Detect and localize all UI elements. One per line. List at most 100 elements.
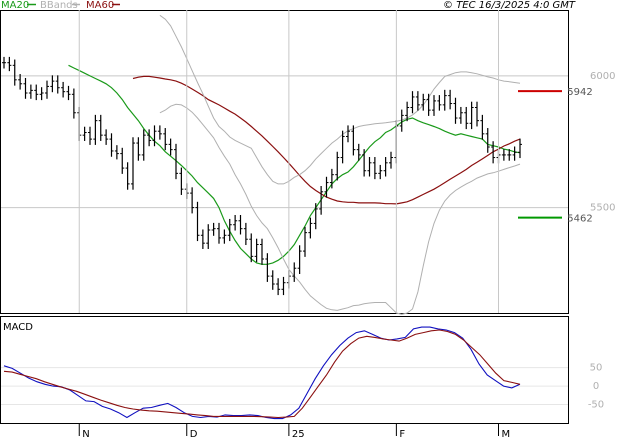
x-tick-label: N [82,429,89,440]
ma20-line [68,64,521,265]
ohlc-bar [458,106,463,124]
ohlc-bar [313,203,318,230]
ohlc-bar [200,229,205,249]
ohlc-bar [512,146,517,161]
ohlc-bar [469,101,474,130]
ohlc-bar [18,74,23,90]
ohlc-bar [410,91,415,114]
ohlc-bar [372,157,377,180]
ohlc-bar [243,222,248,246]
ohlc-bar [39,87,44,101]
ohlc-bar [211,222,216,236]
ohlc-bar [389,151,393,169]
ohlc-bar [448,89,453,110]
ohlc-bar [475,101,479,127]
ohlc-bar [260,238,264,265]
price-grid [1,75,568,209]
resistance-label: 5942 [567,87,592,98]
ohlc-bar [340,130,345,164]
ohlc-bar [50,75,55,93]
x-tick-label: M [502,429,511,440]
ohlc-bar [147,129,152,147]
ohlc-bar [2,56,6,69]
price-tick-label: 5500 [590,203,615,214]
ohlc-bar [227,218,232,242]
ohlc-bar [222,229,227,244]
ohlc-bar [292,262,297,282]
x-tick-label: 25 [292,429,305,440]
ohlc-bar [507,149,512,161]
legend-bbands-label: BBands [40,0,78,11]
ohlc-bar [34,84,39,101]
ohlc-bar [254,238,259,263]
ohlc-bar [157,125,162,140]
ohlc-bar [88,126,92,145]
ohlc-bar [168,138,173,156]
macd-tick-label: 50 [590,363,603,374]
ohlc-bar [346,125,350,143]
bbands-line [159,103,521,315]
ohlc-bar [383,157,388,177]
ohlc-bar [82,126,87,141]
ohlc-bar [125,162,130,190]
ohlc-bar [518,138,522,159]
ohlc-bar [114,145,119,160]
ohlc-bar [426,93,431,116]
legend-ma20-label: MA20 [1,0,29,11]
x-axis: N D 25 F M [78,10,511,440]
ohlc-bar [104,129,109,145]
ohlc-bar [120,147,125,174]
ohlc-bar [276,278,281,296]
ohlc-bar [163,128,168,151]
x-tick-label: D [190,429,198,440]
ohlc-bar [281,276,286,296]
ohlc-bar [7,56,12,72]
ohlc-bar [217,222,221,244]
ohlc-bar [329,168,334,189]
ohlc-bar [270,270,275,290]
ohlc-bar [319,186,324,215]
macd-grid [1,367,568,406]
ohlc-bar [136,137,141,161]
ohlc-bar [195,201,200,242]
ohlc-bar [45,80,49,99]
ohlc-bar [238,214,243,235]
ohlc-bar [71,88,76,119]
ohlc-bar [405,101,410,122]
ohlc-bar [356,143,361,161]
ohlc-bar [453,97,458,124]
macd-panel-frame [0,316,569,424]
ohlc-bar [367,157,372,177]
price-panel-frame [0,10,569,314]
copyright-text: © TEC 16/3/2025 4:0 GMT [443,0,576,11]
ohlc-bar [61,81,66,98]
ohlc-bar [249,233,254,263]
ohlc-bar [66,85,71,101]
ohlc-bar [265,253,270,282]
signal-line [3,329,521,419]
ohlc-bar [109,133,114,157]
legend-ma60-label: MA60 [86,0,114,11]
ohlc-bar [12,59,17,86]
ohlc-bar [297,245,302,275]
ohlc-bar [491,141,496,164]
price-tick-label: 6000 [590,71,615,82]
ohlc-bar [28,84,33,99]
ohlc-bar [415,91,420,111]
ohlc-bar [378,164,383,180]
support-resistance-levels: 5942 5462 [518,87,593,225]
macd-tick-label: -50 [588,400,604,411]
ohlc-bar [324,176,329,198]
ohlc-bar [485,128,490,153]
ohlc-bar [421,93,426,111]
ohlc-bar [23,77,28,99]
ohlc-bar [464,106,469,130]
price-ohlc-bars [2,56,522,296]
macd-panel-title: MACD [3,322,33,333]
ohlc-bar [442,89,447,111]
bbands-line [159,14,521,185]
ohlc-bar [501,149,506,161]
ohlc-bar [303,226,307,257]
ohlc-bar [98,114,103,141]
